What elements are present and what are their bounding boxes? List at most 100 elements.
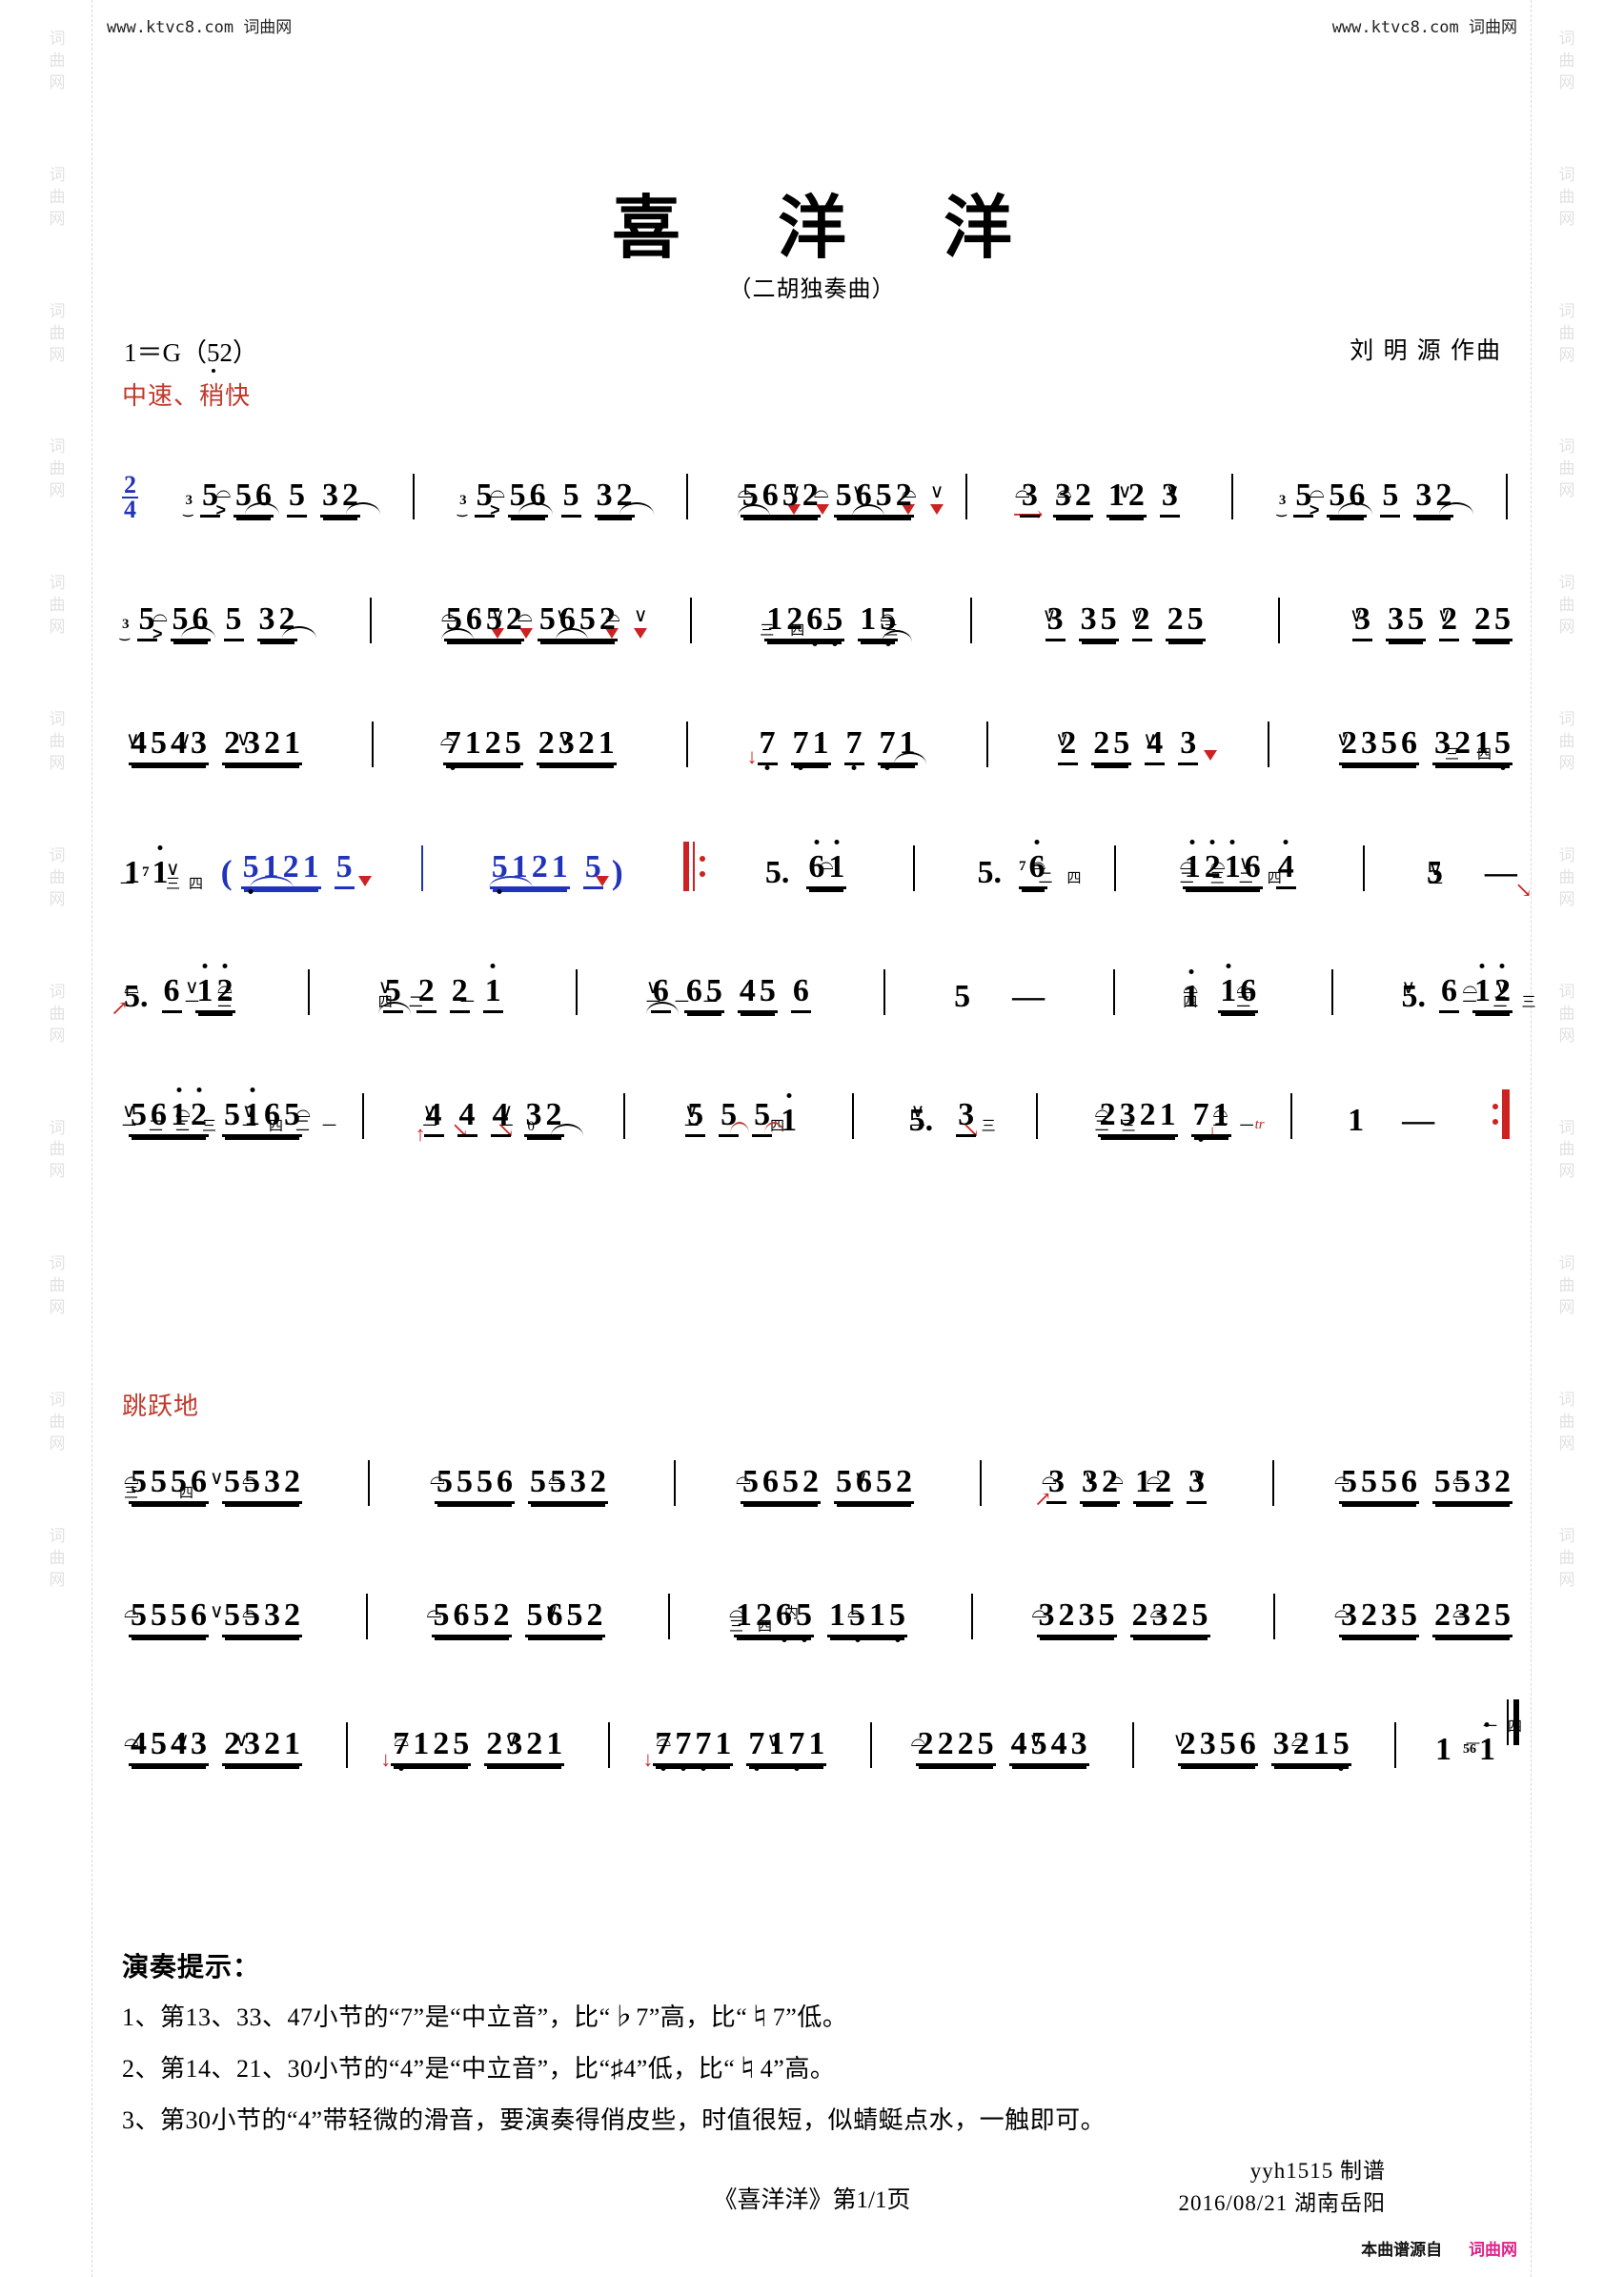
note: 2 — [599, 601, 616, 637]
note: 5 — [1494, 725, 1511, 761]
barline — [1132, 1722, 1135, 1768]
note: 6 — [558, 601, 576, 637]
watermark-char: 曲 — [49, 1004, 66, 1024]
barline — [883, 969, 886, 1015]
site-url-text-right: www.ktvc8.com — [1331, 18, 1459, 37]
watermark-char: 词 — [49, 710, 66, 730]
note: 2 — [1155, 1464, 1171, 1499]
note: 7 — [655, 1726, 672, 1761]
beam-group: 3 — [1187, 1466, 1207, 1504]
note: 2 — [590, 1464, 606, 1499]
note: 2 — [1060, 725, 1077, 761]
barline — [1268, 722, 1270, 767]
note: 5 — [476, 478, 493, 513]
note: 6 — [1240, 973, 1257, 1008]
note: 2 — [493, 1597, 510, 1633]
tempo-marking-2: 跳跃地 — [122, 1393, 200, 1420]
note: 2 — [1131, 1597, 1148, 1633]
note: 2 — [224, 725, 240, 761]
watermark-block: 词曲网 — [1548, 982, 1586, 1047]
page-subtitle: （二胡独奏曲） — [728, 277, 896, 302]
barline — [1505, 474, 1508, 519]
watermark-char: 网 — [1558, 1162, 1575, 1182]
accent-mark: > — [1309, 500, 1320, 519]
beam-group: 4 — [423, 1099, 444, 1137]
note: 2 — [917, 1726, 934, 1761]
watermark-char: 词 — [1558, 1526, 1575, 1546]
watermark-char: 网 — [1558, 209, 1575, 229]
note: 5 — [1191, 1597, 1208, 1633]
note: 2 — [1341, 725, 1357, 761]
watermark-char: 词 — [49, 1526, 66, 1546]
note: 1 — [413, 1726, 430, 1761]
beam-group: 3 — [1352, 603, 1372, 641]
note: 4 — [458, 1097, 476, 1132]
note: 2 — [1493, 973, 1511, 1008]
note: 1 — [1434, 1732, 1451, 1767]
note: 7 — [1192, 1097, 1209, 1132]
note: 2 — [786, 601, 803, 637]
watermark-right: 词曲网词曲网词曲网词曲网词曲网词曲网词曲网词曲网词曲网词曲网词曲网词曲网 — [1548, 29, 1586, 1662]
watermark-char: 词 — [1558, 437, 1575, 457]
watermark-block: 词曲网 — [1548, 437, 1586, 502]
watermark-char: 曲 — [49, 1276, 66, 1296]
note: 1 — [1348, 1103, 1365, 1138]
watermark-char: 词 — [1558, 982, 1575, 1002]
beam-group: 4 — [1145, 727, 1166, 765]
note: 6 — [792, 973, 809, 1008]
barline — [668, 1594, 671, 1639]
watermark-char: 网 — [49, 345, 66, 365]
page-title: 喜 洋 洋 — [611, 191, 1052, 267]
watermark-block: 词曲网 — [1548, 1118, 1586, 1184]
note: 2 — [1474, 1597, 1491, 1633]
note: 3 — [1381, 1597, 1397, 1633]
note: 6 — [1028, 849, 1045, 884]
note: 2 — [451, 973, 468, 1008]
note: 2 — [578, 725, 595, 761]
note: 1 — [1474, 725, 1491, 761]
note: 5 — [835, 478, 852, 513]
watermark-char: 词 — [49, 165, 66, 185]
note: 2 — [284, 1464, 300, 1499]
note: 2 — [1474, 601, 1491, 637]
watermark-char: 词 — [1558, 845, 1575, 865]
note: 2 — [895, 478, 912, 513]
watermark-char: 网 — [1558, 72, 1575, 92]
note: 5 — [880, 601, 897, 637]
note: 5 — [509, 478, 526, 513]
note: 1 — [551, 849, 568, 884]
final-barline — [1506, 1699, 1519, 1745]
beam-group: 6 — [161, 975, 182, 1013]
barline — [371, 722, 374, 767]
barline — [869, 1722, 872, 1768]
barline — [412, 474, 415, 519]
note: 5 — [171, 1464, 187, 1499]
note: 1 — [860, 601, 877, 637]
grace-note-pair: 5̅6̅ — [1462, 1742, 1476, 1757]
barline — [690, 598, 693, 643]
note: 3 — [258, 601, 275, 637]
note: 3 — [1082, 1464, 1098, 1499]
note: 5 — [876, 1464, 892, 1499]
barline — [686, 474, 689, 519]
watermark-block: 词曲网 — [1548, 709, 1586, 775]
note: 5 — [1408, 601, 1424, 637]
